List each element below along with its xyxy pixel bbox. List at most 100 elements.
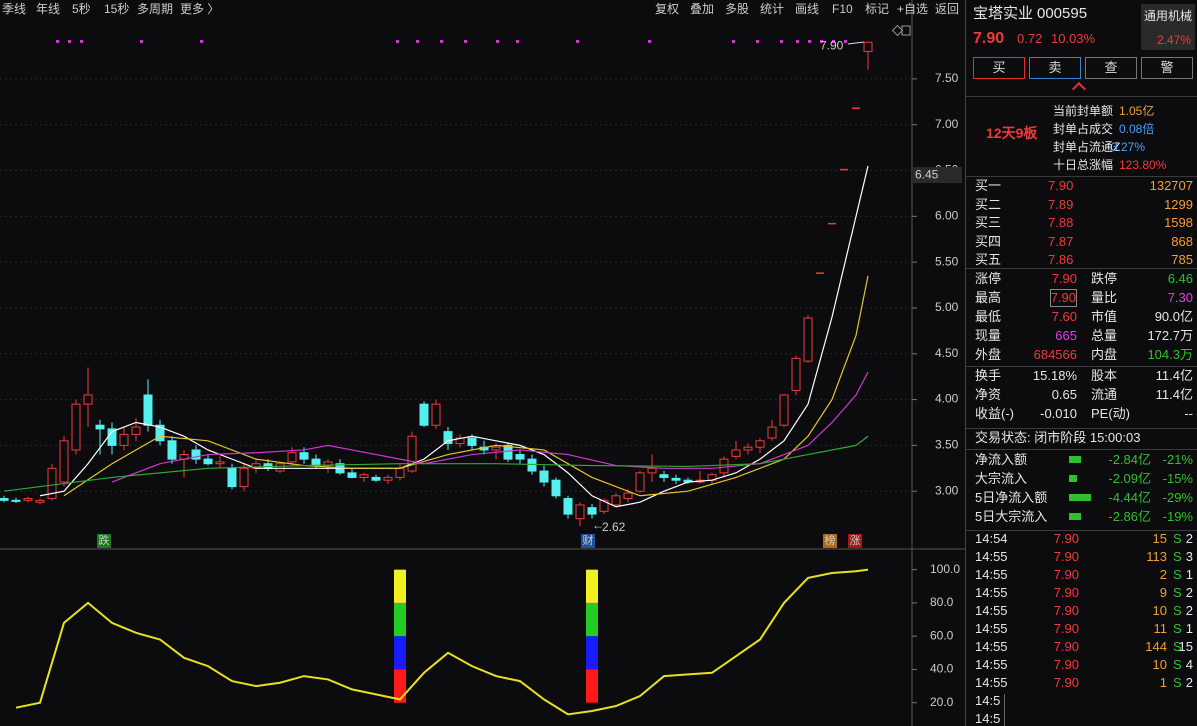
- trade-cell: 2: [1159, 567, 1167, 582]
- candle-body: [239, 467, 249, 488]
- toolbar-item[interactable]: 年线: [36, 2, 60, 16]
- trade-cell: 10: [1152, 603, 1167, 618]
- collapse-arrow[interactable]: [1071, 81, 1087, 97]
- icon-box[interactable]: [901, 25, 911, 36]
- y-tick-label: 7.00: [935, 117, 959, 131]
- flow-bar: [1069, 494, 1091, 501]
- book-price: 7.90: [1048, 178, 1074, 193]
- stat-label: 换手: [975, 368, 1002, 383]
- stat-label: 涨停: [975, 271, 1002, 286]
- candle-body: [215, 461, 225, 465]
- flow-pct: -19%: [1162, 509, 1193, 524]
- stat-label: 市值: [1091, 309, 1118, 324]
- book-volume: 785: [1171, 252, 1193, 267]
- toolbar-item[interactable]: 复权: [655, 2, 679, 16]
- trade-cell: 14:55: [975, 549, 1008, 564]
- board-count: 12天9板: [986, 125, 1038, 141]
- flow-label: 净流入额: [975, 452, 1028, 467]
- button[interactable]: 卖: [1029, 57, 1081, 79]
- button[interactable]: 买: [973, 57, 1025, 79]
- separator: [966, 366, 1197, 367]
- trade-cell: 2: [1185, 531, 1193, 546]
- trade-cell: S: [1173, 531, 1182, 546]
- separator: [966, 268, 1197, 269]
- flow-pct: -29%: [1162, 490, 1193, 505]
- toolbar-item[interactable]: 15秒: [104, 2, 129, 16]
- toolbar-item[interactable]: 画线: [795, 2, 819, 16]
- toolbar-item[interactable]: 统计: [760, 2, 784, 16]
- flow-bar: [1069, 456, 1081, 463]
- trade-cell: 14:54: [975, 531, 1008, 546]
- stat-value: 15.18%: [1032, 368, 1077, 383]
- limit-value: 123.80%: [1119, 158, 1167, 172]
- flow-value: -4.44亿: [1108, 490, 1151, 505]
- candle-body: [119, 433, 129, 446]
- toolbar-item[interactable]: 标记: [865, 2, 889, 16]
- y-tick-label: 100.0: [930, 562, 960, 576]
- candle-body: [431, 403, 441, 426]
- trade-cell: 4: [1185, 657, 1193, 672]
- candle-body: [83, 394, 93, 405]
- button[interactable]: 警: [1141, 57, 1193, 79]
- icon-diamond[interactable]: [891, 24, 904, 37]
- candle-body: [11, 499, 21, 502]
- indicator-line: [15, 568, 869, 716]
- trade-status: 交易状态: 闭市阶段 15:00:03: [975, 430, 1141, 445]
- toolbar-item[interactable]: 多股: [725, 2, 749, 16]
- candle-body: [95, 424, 105, 430]
- toolbar-item[interactable]: 叠加: [690, 2, 714, 16]
- stat-value: 7.60: [1051, 309, 1077, 324]
- y-tick-label: 5.50: [935, 254, 959, 268]
- stock-name: 宝塔实业: [973, 5, 1034, 22]
- change-pct: 10.03%: [1051, 31, 1096, 46]
- toolbar-item[interactable]: 多周期: [137, 2, 173, 16]
- trade-cell: 7.90: [1053, 585, 1079, 600]
- stat-value: 684566: [1033, 347, 1077, 362]
- bar-segment: [394, 602, 406, 637]
- candle-body: [0, 498, 9, 501]
- candle-body: [635, 472, 645, 492]
- candle-body: [443, 431, 453, 445]
- book-level: 买四: [975, 233, 1002, 249]
- candle-body: [71, 403, 81, 451]
- trade-cell: 15: [1152, 531, 1167, 546]
- flow-bar: [1069, 475, 1077, 482]
- toolbar-item[interactable]: F10: [832, 2, 853, 16]
- book-volume: 1598: [1164, 215, 1193, 230]
- candle-body: [23, 498, 33, 501]
- trade-cell: 2: [1185, 585, 1193, 600]
- candle-body: [371, 476, 381, 481]
- candle-body: [395, 467, 405, 478]
- candle-body: [527, 458, 537, 472]
- toolbar-item[interactable]: 5秒: [72, 2, 91, 16]
- candle-body: [743, 446, 753, 451]
- trade-cell: S: [1173, 603, 1182, 618]
- badge-label: 涨: [850, 534, 861, 547]
- toolbar-item[interactable]: +自选: [897, 2, 928, 16]
- sector-name: 通用机械: [1144, 9, 1193, 23]
- toolbar-item[interactable]: 返回: [935, 2, 959, 16]
- book-price: 7.89: [1048, 196, 1074, 212]
- badge: [581, 534, 595, 548]
- stat-label: 现量: [975, 328, 1002, 343]
- trade-cell: 7.90: [1053, 621, 1079, 636]
- trade-cell: 1: [1185, 621, 1193, 636]
- candle-body: [503, 444, 513, 460]
- flow-label: 大宗流入: [975, 471, 1028, 486]
- trade-cell: 7.90: [1053, 603, 1079, 618]
- candle-body: [671, 477, 681, 481]
- flow-pct: -15%: [1162, 471, 1193, 486]
- button[interactable]: 查: [1085, 57, 1137, 79]
- badge: [848, 534, 862, 548]
- book-price: 7.86: [1048, 252, 1074, 267]
- candle-body: [275, 463, 285, 472]
- toolbar-item[interactable]: 更多 〉: [180, 2, 219, 16]
- candle-body: [287, 452, 297, 463]
- candle-body: [731, 449, 741, 457]
- candle-body: [587, 507, 597, 515]
- limit-value: 3.27%: [1111, 140, 1146, 154]
- toolbar-item[interactable]: 季线: [2, 2, 26, 16]
- trade-cell: 3: [1185, 549, 1193, 564]
- limit-label: 十日总涨幅: [1053, 158, 1114, 172]
